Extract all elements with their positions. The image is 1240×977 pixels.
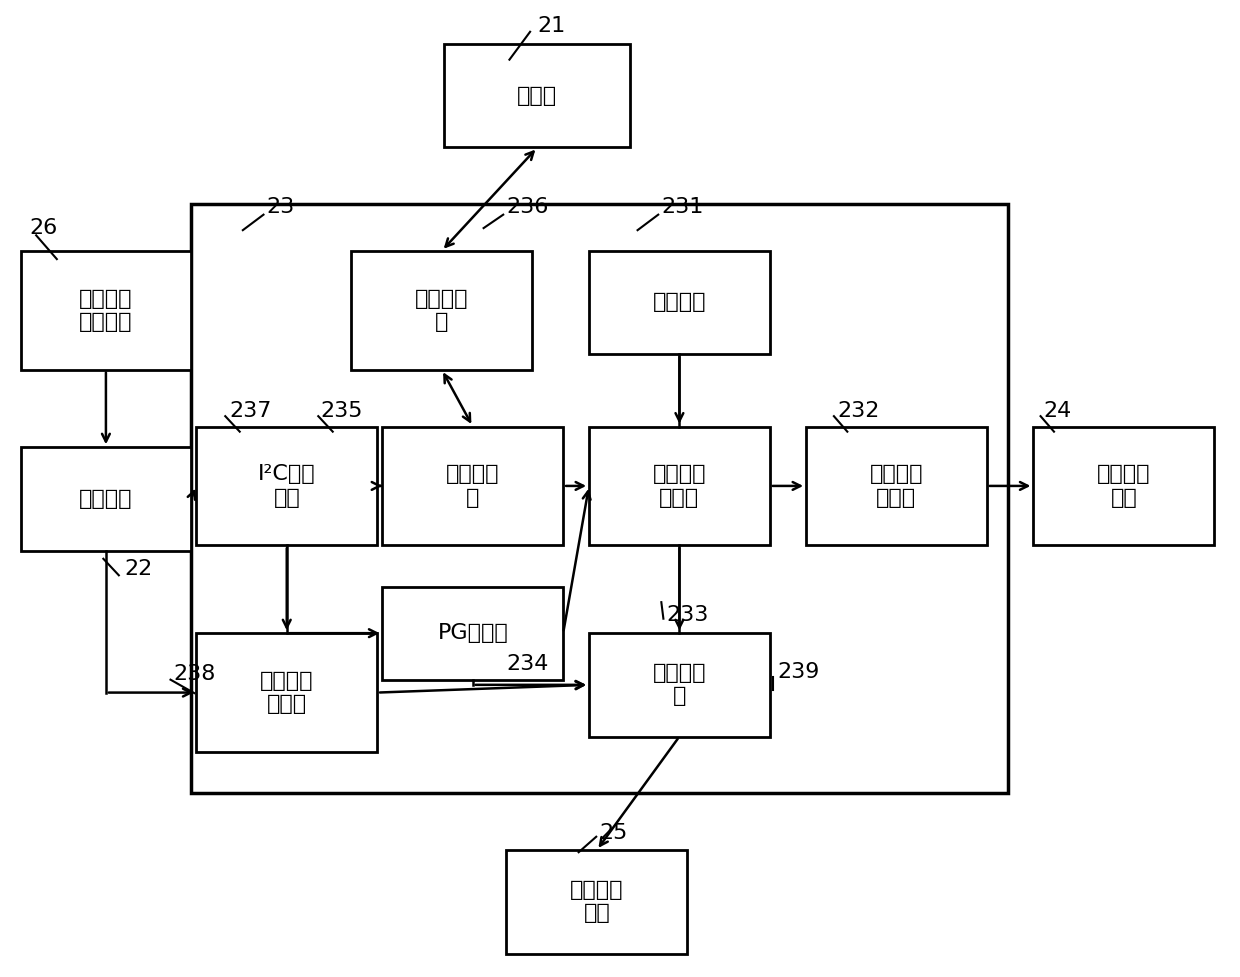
Bar — [382, 427, 563, 545]
Text: 22: 22 — [124, 559, 153, 579]
Text: PG产生器: PG产生器 — [438, 623, 508, 643]
Bar — [21, 251, 191, 369]
Text: 235: 235 — [320, 401, 363, 421]
Text: 236: 236 — [506, 197, 549, 218]
Text: 232: 232 — [837, 401, 879, 421]
Bar — [589, 633, 770, 737]
Text: 模式选择
控制器: 模式选择 控制器 — [652, 464, 706, 507]
Bar — [196, 427, 377, 545]
Text: 外围电路: 外围电路 — [79, 488, 133, 509]
Bar — [806, 427, 987, 545]
Text: 234: 234 — [506, 655, 549, 674]
Bar — [444, 44, 630, 148]
Text: 用户指令
输入装置: 用户指令 输入装置 — [79, 288, 133, 332]
Text: 24: 24 — [1044, 401, 1071, 421]
Text: 待测显示
模组: 待测显示 模组 — [1097, 464, 1151, 507]
Bar — [589, 427, 770, 545]
Text: 231: 231 — [661, 197, 704, 218]
Text: 显示界面
控制器: 显示界面 控制器 — [869, 464, 923, 507]
Text: 功率控制
器: 功率控制 器 — [652, 663, 706, 706]
Text: 237: 237 — [229, 401, 272, 421]
Bar — [1033, 427, 1214, 545]
Text: 238: 238 — [174, 664, 216, 685]
Text: 参数配置
控制器: 参数配置 控制器 — [260, 671, 314, 714]
Text: 23: 23 — [267, 197, 295, 218]
Bar — [382, 586, 563, 680]
Text: 存储器: 存储器 — [517, 86, 558, 106]
Bar — [191, 204, 1007, 793]
Text: 微处理器: 微处理器 — [652, 292, 706, 313]
Text: 239: 239 — [777, 662, 820, 682]
Bar — [21, 447, 191, 550]
Bar — [351, 251, 532, 369]
Text: I²C从控
制器: I²C从控 制器 — [258, 464, 315, 507]
Text: 21: 21 — [537, 16, 565, 35]
Text: 图片产生
器: 图片产生 器 — [446, 464, 500, 507]
Bar — [589, 251, 770, 355]
Bar — [506, 850, 687, 954]
Text: 233: 233 — [667, 605, 709, 624]
Text: 功率控制
模块: 功率控制 模块 — [570, 880, 624, 923]
Text: 26: 26 — [29, 218, 57, 238]
Text: 存储控制
器: 存储控制 器 — [415, 288, 469, 332]
Bar — [196, 633, 377, 752]
Text: 25: 25 — [599, 823, 627, 842]
